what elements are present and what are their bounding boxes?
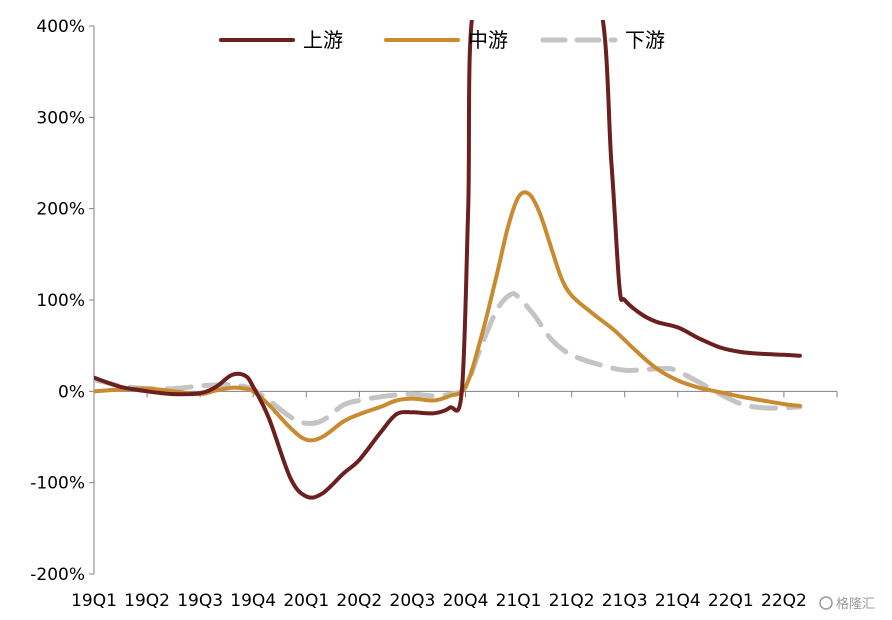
x-tick-label: 20Q2	[336, 591, 382, 611]
x-tick-label: 20Q4	[443, 591, 489, 611]
x-tick-label: 22Q1	[708, 591, 754, 611]
y-tick-label: -200%	[30, 565, 85, 585]
axes: -200% -100% 0% 100% 200% 300% 400% 19Q1 19Q2 19Q3…	[30, 17, 838, 611]
y-tick-label: 100%	[36, 291, 85, 311]
y-tick-label: 0%	[58, 382, 85, 402]
watermark-text: 格隆汇	[836, 596, 875, 612]
series-line-2	[94, 190, 802, 443]
y-tick-label: 200%	[36, 200, 85, 220]
x-tick-label: 19Q2	[124, 591, 170, 611]
x-tick-label: 21Q2	[549, 591, 595, 611]
legend-label: 下游	[625, 28, 665, 52]
legend-label: 上游	[303, 28, 343, 52]
x-tick-label: 20Q3	[390, 591, 436, 611]
y-tick-label: 300%	[36, 108, 85, 128]
x-tick-label: 20Q1	[283, 591, 329, 611]
legend: 上游 中游 下游	[219, 28, 665, 52]
y-tick-label: -100%	[30, 474, 85, 494]
series-layer	[94, 20, 803, 500]
watermark: 格隆汇	[819, 596, 875, 612]
x-tick-label: 21Q3	[602, 591, 648, 611]
x-tick-label: 22Q2	[761, 591, 807, 611]
x-tick-label: 21Q4	[655, 591, 701, 611]
x-tick-label: 19Q3	[177, 591, 223, 611]
y-tick-label: 400%	[36, 17, 85, 37]
legend-label: 中游	[468, 28, 508, 52]
series-line-3	[94, 291, 803, 427]
x-tick-label: 19Q4	[230, 591, 276, 611]
x-tick-label: 21Q1	[496, 591, 542, 611]
series-line-1	[94, 20, 802, 500]
watermark-logo-icon	[819, 596, 833, 610]
x-tick-label: 19Q1	[71, 591, 117, 611]
